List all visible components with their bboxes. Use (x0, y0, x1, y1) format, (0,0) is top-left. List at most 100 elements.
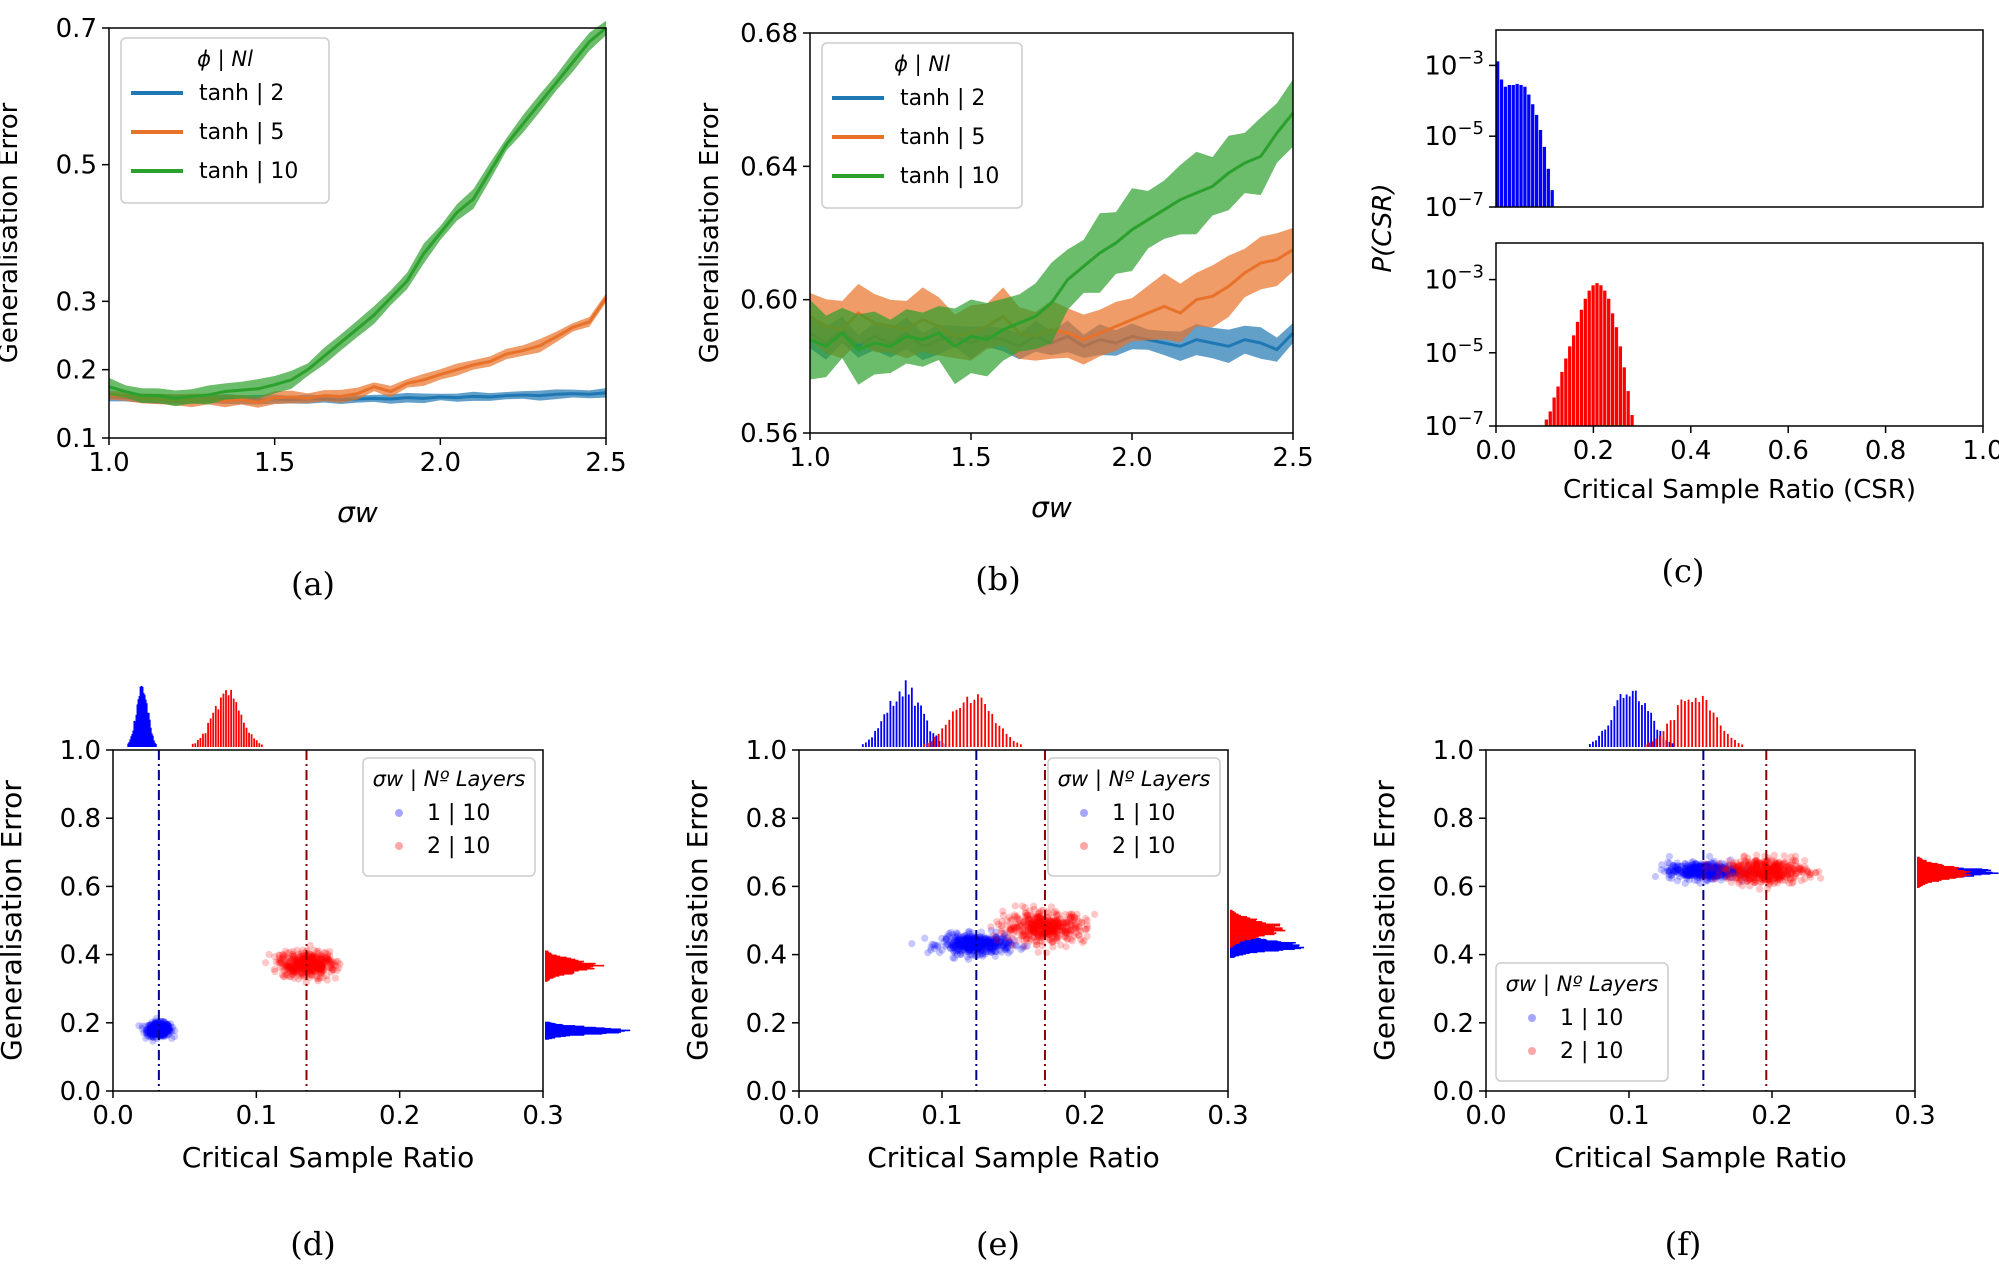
scatter-point (150, 1023, 159, 1031)
scatter-point (966, 946, 974, 954)
scatter-point (959, 941, 968, 949)
scatter-point (146, 1030, 155, 1038)
scatter-point (148, 1018, 156, 1026)
hist-bar (1587, 290, 1591, 426)
scatter-point (299, 952, 308, 960)
x-tick-label: 1.5 (950, 443, 991, 473)
scatter-point (324, 954, 332, 962)
scatter-point (152, 1020, 160, 1029)
scatter-point (984, 935, 993, 943)
scatter-point (146, 1024, 154, 1032)
scatter-point (153, 1024, 161, 1032)
scatter-point (161, 1026, 169, 1035)
marginal-top-bar (1716, 717, 1719, 747)
scatter-point (162, 1026, 171, 1035)
scatter-point (163, 1020, 172, 1029)
scatter-point (279, 963, 287, 971)
marginal-top-bar (146, 712, 149, 747)
scatter-point (164, 1025, 172, 1033)
scatter-point (954, 938, 962, 947)
scatter-point (147, 1023, 155, 1031)
scatter-point (162, 1024, 170, 1032)
hist-bar (1507, 84, 1511, 207)
scatter-point (1062, 943, 1070, 951)
scatter-point (966, 945, 974, 953)
scatter-point (306, 941, 314, 950)
scatter-point (1001, 945, 1009, 954)
hist-bar (1544, 419, 1548, 426)
scatter-point (953, 937, 961, 945)
scatter-point (159, 1024, 167, 1032)
scatter-point (297, 964, 305, 973)
scatter-point (280, 952, 288, 960)
scatter-point (275, 959, 283, 967)
scatter-point (162, 1024, 170, 1032)
y-tick-label: 0.2 (56, 356, 97, 386)
scatter-point (294, 967, 302, 975)
scatter-point (150, 1022, 159, 1030)
scatter-point (1757, 878, 1765, 887)
legend-label: 1 | 10 (1112, 801, 1175, 826)
scatter-point (993, 917, 1001, 926)
scatter-point (165, 1025, 173, 1033)
marginal-top-bar (135, 714, 138, 747)
hist-bar (1548, 411, 1552, 426)
scatter-point (308, 966, 316, 974)
y-tick-label: 0.7 (56, 14, 97, 44)
scatter-point (282, 970, 290, 978)
scatter-point (992, 948, 1000, 956)
panel-caption: (e) (976, 1225, 1020, 1263)
y-tick-label: 0.4 (60, 941, 101, 971)
scatter-point (161, 1021, 170, 1029)
scatter-point (950, 943, 958, 952)
scatter-point (155, 1022, 164, 1030)
marginal-right-bar (545, 950, 549, 953)
scatter-point (155, 1024, 163, 1032)
scatter-point (138, 1022, 147, 1030)
marginal-top-bar (139, 686, 142, 747)
scatter-point (285, 964, 294, 972)
x-axis-label: Critical Sample Ratio (867, 1141, 1160, 1174)
scatter-point (288, 966, 297, 974)
scatter-point (1045, 931, 1053, 939)
scatter-point (285, 972, 293, 981)
scatter-point (921, 934, 929, 942)
scatter-point (979, 943, 987, 952)
marginal-top-bar (1719, 725, 1722, 747)
scatter-point (1033, 941, 1041, 949)
scatter-point (978, 950, 986, 958)
scatter-point (1701, 860, 1710, 868)
marginal-top-bar (1669, 720, 1672, 747)
scatter-point (147, 1028, 155, 1037)
scatter-point (289, 961, 298, 970)
scatter-point (279, 954, 287, 962)
scatter-point (160, 1026, 169, 1034)
scatter-point (319, 956, 327, 965)
legend-label: 1 | 10 (1560, 1006, 1623, 1031)
scatter-point (991, 943, 999, 951)
scatter-point (1690, 870, 1698, 878)
scatter-point (997, 948, 1006, 956)
scatter-point (290, 952, 298, 960)
scatter-point (981, 942, 989, 950)
scatter-point (158, 1026, 166, 1034)
marginal-top-bar (129, 739, 132, 747)
marginal-top-bar (1613, 706, 1616, 747)
scatter-point (310, 958, 318, 966)
scatter-point (327, 958, 336, 966)
marginal-top-bar (140, 685, 143, 747)
scatter-point (988, 942, 996, 950)
scatter-point (295, 965, 303, 973)
scatter-point (151, 1022, 159, 1030)
marginal-top-bar (1650, 712, 1653, 747)
marginal-top-bar (150, 733, 153, 747)
marginal-top-bar (1723, 730, 1726, 747)
scatter-point (165, 1024, 173, 1033)
scatter-point (992, 934, 1000, 942)
scatter-point (151, 1021, 159, 1030)
scatter-point (298, 971, 306, 979)
marginal-top-bar (1684, 701, 1686, 747)
scatter-point (972, 938, 980, 946)
scatter-point (146, 1025, 154, 1033)
scatter-point (149, 1037, 157, 1045)
